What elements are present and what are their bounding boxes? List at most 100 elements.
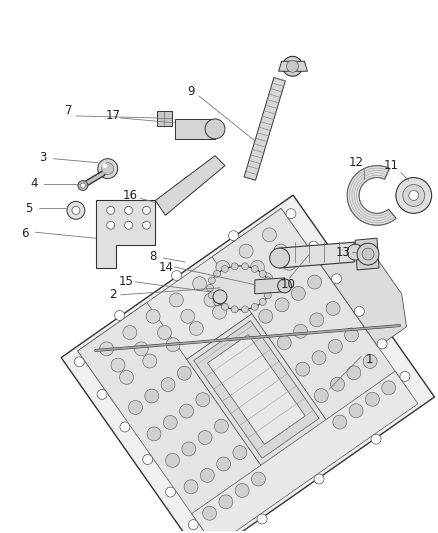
Circle shape <box>188 520 198 530</box>
Circle shape <box>143 354 157 368</box>
Circle shape <box>363 354 377 368</box>
Circle shape <box>184 480 198 494</box>
Text: 13: 13 <box>336 246 351 259</box>
Circle shape <box>333 415 347 429</box>
Circle shape <box>120 422 130 432</box>
Circle shape <box>293 325 307 338</box>
Circle shape <box>219 495 233 509</box>
Polygon shape <box>157 111 172 126</box>
Circle shape <box>213 290 227 304</box>
Polygon shape <box>187 314 337 481</box>
Polygon shape <box>175 119 215 139</box>
Circle shape <box>251 472 265 486</box>
Polygon shape <box>279 242 354 268</box>
Circle shape <box>182 442 196 456</box>
Circle shape <box>120 370 134 384</box>
Polygon shape <box>78 302 272 530</box>
Circle shape <box>208 292 215 299</box>
Polygon shape <box>279 61 307 71</box>
Text: 16: 16 <box>123 189 138 202</box>
Circle shape <box>283 256 296 270</box>
Circle shape <box>259 270 266 277</box>
Circle shape <box>146 309 160 323</box>
Text: 5: 5 <box>25 202 33 215</box>
Circle shape <box>216 261 230 274</box>
Circle shape <box>145 389 159 403</box>
Circle shape <box>158 326 171 340</box>
Circle shape <box>362 248 374 260</box>
Circle shape <box>251 303 258 310</box>
Circle shape <box>400 372 410 382</box>
Circle shape <box>239 244 253 258</box>
Polygon shape <box>192 371 418 533</box>
Circle shape <box>310 313 324 327</box>
Polygon shape <box>321 245 406 347</box>
Circle shape <box>296 362 310 376</box>
Circle shape <box>331 377 345 391</box>
Circle shape <box>286 60 298 72</box>
Circle shape <box>204 293 218 307</box>
Circle shape <box>163 416 177 430</box>
Circle shape <box>274 244 288 258</box>
Polygon shape <box>61 195 434 533</box>
Circle shape <box>227 277 241 290</box>
Text: 9: 9 <box>187 85 195 98</box>
Circle shape <box>354 306 364 316</box>
Circle shape <box>396 177 431 213</box>
Circle shape <box>328 340 342 353</box>
Circle shape <box>217 457 230 471</box>
Circle shape <box>231 263 238 270</box>
Circle shape <box>283 56 303 76</box>
Circle shape <box>166 487 176 497</box>
Circle shape <box>345 328 359 342</box>
Circle shape <box>214 270 220 277</box>
Circle shape <box>215 419 228 433</box>
Circle shape <box>251 261 265 274</box>
Circle shape <box>123 326 137 340</box>
Circle shape <box>233 446 247 459</box>
Text: 2: 2 <box>109 288 117 301</box>
Circle shape <box>99 342 113 356</box>
Circle shape <box>67 201 85 219</box>
Circle shape <box>222 303 229 310</box>
Polygon shape <box>244 77 285 180</box>
Circle shape <box>74 357 84 367</box>
Circle shape <box>134 342 148 356</box>
Text: 1: 1 <box>365 353 373 366</box>
Text: 4: 4 <box>30 177 38 190</box>
Circle shape <box>142 221 150 229</box>
Circle shape <box>143 455 153 464</box>
Polygon shape <box>155 156 225 215</box>
Text: 8: 8 <box>150 249 157 263</box>
Circle shape <box>409 190 419 200</box>
Circle shape <box>265 277 272 284</box>
Polygon shape <box>208 335 305 445</box>
Circle shape <box>251 265 258 272</box>
Circle shape <box>371 434 381 444</box>
Circle shape <box>349 403 363 418</box>
Text: 3: 3 <box>39 151 47 164</box>
Circle shape <box>166 454 180 467</box>
Circle shape <box>312 351 326 365</box>
Text: 11: 11 <box>383 159 399 172</box>
Circle shape <box>257 514 267 524</box>
Circle shape <box>189 321 203 335</box>
Circle shape <box>107 221 115 229</box>
Circle shape <box>203 506 216 520</box>
Circle shape <box>357 243 379 265</box>
Circle shape <box>259 309 273 323</box>
Text: 14: 14 <box>159 262 174 274</box>
Circle shape <box>142 206 150 214</box>
Circle shape <box>403 184 425 206</box>
Circle shape <box>347 244 363 260</box>
Circle shape <box>270 248 290 268</box>
Circle shape <box>242 306 248 313</box>
Circle shape <box>78 181 88 190</box>
Circle shape <box>128 400 142 414</box>
Polygon shape <box>212 208 406 436</box>
Circle shape <box>332 274 342 284</box>
Circle shape <box>309 241 319 251</box>
Circle shape <box>242 263 248 270</box>
Polygon shape <box>194 321 319 458</box>
Circle shape <box>314 389 328 402</box>
